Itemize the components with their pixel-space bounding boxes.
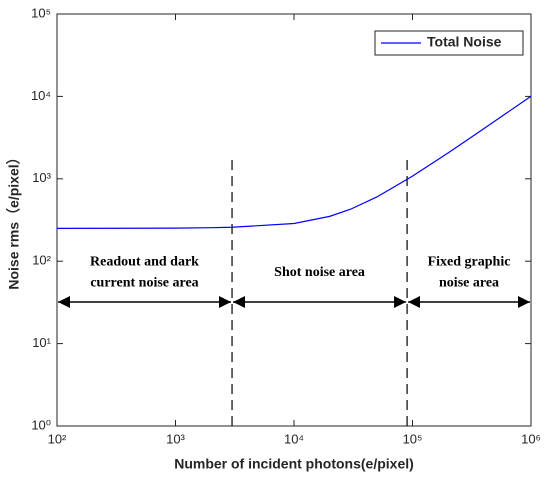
x-axis-label: Number of incident photons(e/pixel) (174, 456, 414, 472)
y-tick-label: 10² (32, 253, 51, 268)
plot-area (56, 13, 532, 427)
region-label: Shot noise area (274, 265, 365, 280)
region-label: noise area (439, 276, 499, 291)
y-axis-label: Noise rms（e/pixel） (6, 150, 22, 289)
x-tick-label: 10³ (166, 431, 185, 446)
x-tick-label: 10⁴ (284, 431, 304, 446)
data-line (56, 95, 532, 230)
region-label: Readout and dark (90, 255, 199, 270)
x-tick-label: 10⁵ (403, 431, 423, 446)
legend-label: Total Noise (427, 34, 502, 50)
y-tick-label: 10⁵ (31, 5, 51, 20)
y-tick-label: 10¹ (32, 335, 51, 350)
y-tick-label: 10⁰ (31, 417, 51, 432)
region-label: current noise area (90, 276, 198, 291)
y-tick-label: 10³ (32, 170, 51, 185)
x-tick-label: 10² (48, 431, 67, 446)
region-label: Fixed graphic (428, 255, 511, 270)
x-tick-label: 10⁶ (521, 431, 541, 446)
y-tick-label: 10⁴ (31, 88, 51, 103)
